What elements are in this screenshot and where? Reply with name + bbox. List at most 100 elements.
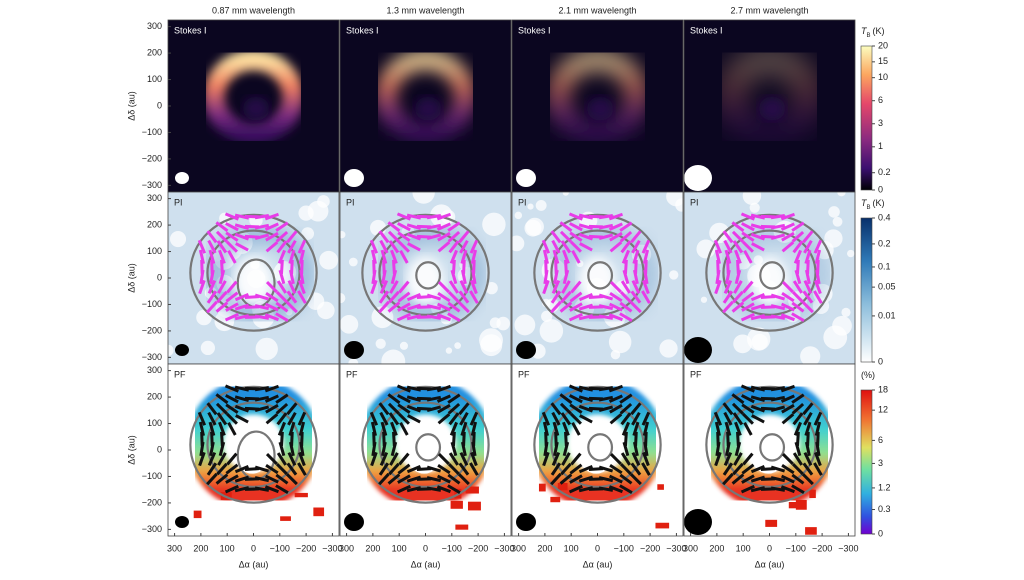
colorbar-tick-label: 1.2 xyxy=(878,482,891,492)
noise-patch xyxy=(611,350,620,359)
vector xyxy=(245,408,259,409)
noise-patch xyxy=(482,213,505,236)
vector xyxy=(589,236,603,237)
y-axis-label: Δδ (au) xyxy=(126,91,136,121)
vector xyxy=(417,297,431,298)
panel-label: Stokes I xyxy=(346,25,379,35)
colorbar-tick-label: 0.1 xyxy=(878,261,891,271)
noise-patch xyxy=(823,325,847,349)
vector xyxy=(589,297,603,298)
beam xyxy=(175,172,189,184)
x-tick-label: −200 xyxy=(812,543,832,553)
x-axis-label: Δα (au) xyxy=(583,559,613,569)
y-tick-label: −200 xyxy=(142,325,162,335)
beam xyxy=(516,513,536,531)
panel-label: Stokes I xyxy=(690,25,723,35)
panel-label: PF xyxy=(518,369,530,379)
beam xyxy=(684,165,712,191)
noise-patch xyxy=(550,497,560,502)
vector xyxy=(797,432,798,446)
x-axis-label: Δα (au) xyxy=(755,559,785,569)
noise-patch xyxy=(752,334,768,350)
panel: Stokes I xyxy=(340,20,511,192)
noise-patch xyxy=(313,508,324,517)
inner-blob xyxy=(587,97,613,121)
colorbar-label: TB(K) xyxy=(861,198,885,210)
noise-patch xyxy=(280,516,291,521)
panel-image xyxy=(340,20,511,192)
beam xyxy=(344,341,364,359)
noise-patch xyxy=(609,331,632,354)
y-tick-label: 300 xyxy=(147,365,162,375)
noise-patch xyxy=(446,347,452,353)
noise-patch xyxy=(847,250,854,257)
y-axis-label: Δδ (au) xyxy=(126,435,136,465)
x-tick-label: −100 xyxy=(614,543,634,553)
vector xyxy=(394,432,395,446)
noise-patch xyxy=(657,484,664,490)
colorbar-tick-label: 0.01 xyxy=(878,310,896,320)
colorbar-tick-label: 20 xyxy=(878,40,888,50)
x-tick-label: −200 xyxy=(640,543,660,553)
panel-image xyxy=(684,186,855,366)
panel-image xyxy=(509,186,689,364)
panel: PI xyxy=(684,186,855,366)
vector xyxy=(394,260,395,274)
colorbar-tick-label: 0.4 xyxy=(878,212,891,222)
column-title: 0.87 mm wavelength xyxy=(212,5,295,15)
vector xyxy=(589,408,603,409)
vector xyxy=(761,408,775,409)
x-tick-label: 100 xyxy=(392,543,407,553)
colorbar-tick-label: 6 xyxy=(878,95,883,105)
panel: PF xyxy=(684,364,855,536)
colorbar-tick-label: 0 xyxy=(878,528,883,538)
x-tick-label: 200 xyxy=(193,543,208,553)
vector xyxy=(222,260,223,274)
colorbar xyxy=(861,218,872,362)
x-axis-label: Δα (au) xyxy=(411,559,441,569)
x-tick-label: 200 xyxy=(709,543,724,553)
colorbar-tick-label: 0.05 xyxy=(878,281,896,291)
inner-blob xyxy=(759,97,785,121)
vector xyxy=(417,408,431,409)
x-tick-label: −300 xyxy=(838,543,858,553)
noise-patch xyxy=(539,484,546,492)
x-tick-label: 0 xyxy=(251,543,256,553)
noise-patch xyxy=(454,342,461,349)
panel: PF xyxy=(512,364,683,536)
y-tick-label: −100 xyxy=(142,127,162,137)
x-tick-label: 100 xyxy=(736,543,751,553)
noise-patch xyxy=(376,339,386,349)
panel-label: PI xyxy=(174,197,183,207)
colorbar-unit: (%) xyxy=(861,370,875,380)
y-tick-label: −100 xyxy=(142,471,162,481)
colorbar-tick-label: 3 xyxy=(878,458,883,468)
noise-patch xyxy=(479,328,503,352)
panel-image xyxy=(512,364,683,536)
panel-image xyxy=(162,192,339,364)
panel-label: PI xyxy=(518,197,527,207)
panel-label: Stokes I xyxy=(518,25,551,35)
colorbar-unit: (K) xyxy=(873,26,885,36)
noise-patch xyxy=(828,206,840,218)
x-tick-label: 200 xyxy=(365,543,380,553)
noise-patch xyxy=(515,212,522,219)
noise-patch xyxy=(201,341,215,355)
colorbar-tick-label: 6 xyxy=(878,435,883,445)
vector xyxy=(797,260,798,274)
panel: PI xyxy=(335,181,511,373)
panel: PF xyxy=(168,364,339,536)
noise-patch xyxy=(319,251,338,270)
noise-patch xyxy=(340,315,359,334)
noise-patch xyxy=(805,527,817,535)
vector xyxy=(417,469,431,470)
y-tick-label: 300 xyxy=(147,21,162,31)
noise-patch xyxy=(496,317,510,331)
vector xyxy=(761,297,775,298)
noise-patch xyxy=(349,258,358,267)
colorbar-tick-label: 3 xyxy=(878,118,883,128)
noise-patch xyxy=(256,338,278,360)
noise-patch xyxy=(733,334,752,353)
vector xyxy=(566,432,567,446)
vector xyxy=(738,260,739,274)
